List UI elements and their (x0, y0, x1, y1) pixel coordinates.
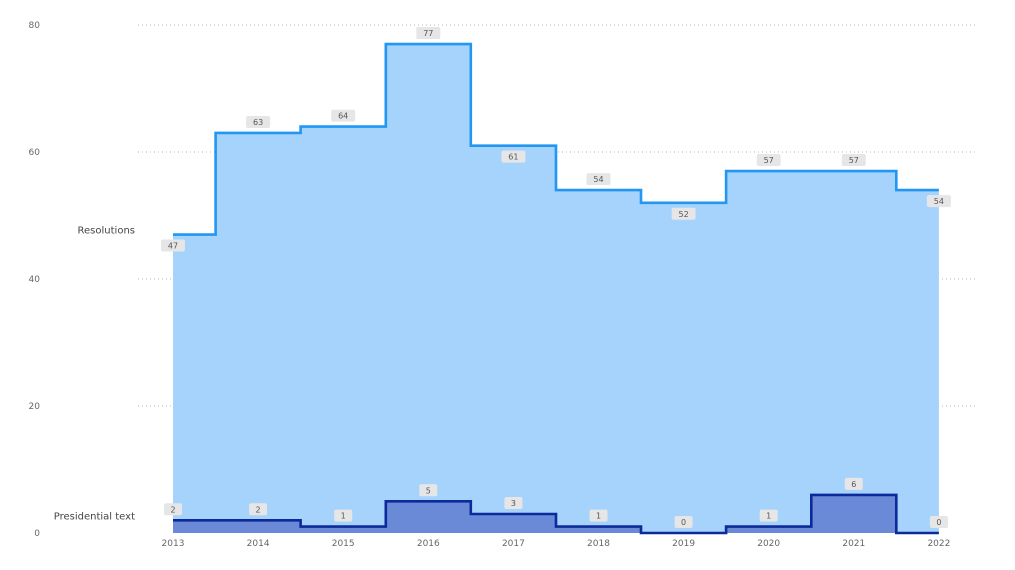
x-tick-label: 2022 (927, 539, 950, 549)
series-labels: Resolutions Presidential text (54, 226, 135, 523)
series-area-0 (173, 44, 939, 533)
series-areas (173, 44, 939, 533)
x-tick-label: 2015 (332, 539, 355, 549)
data-label-bg (671, 207, 696, 220)
data-label: 64 (338, 112, 348, 121)
data-label-bg (246, 115, 271, 128)
data-label: 5 (426, 486, 431, 495)
series-lines (173, 42, 939, 535)
x-axis-ticks: 2013 2014 2015 2016 2017 2018 2019 2020 2021 2022 (162, 539, 951, 549)
series-line-0 (173, 42, 939, 236)
data-label-bg (504, 496, 523, 509)
x-tick-label: 2018 (587, 539, 610, 549)
data-label: 1 (766, 512, 771, 521)
data-label: 0 (681, 518, 686, 527)
data-label-bg (334, 509, 353, 522)
series-name-label: Presidential text (54, 511, 135, 522)
data-label-bg (756, 154, 781, 167)
data-label-bg (249, 503, 268, 516)
data-label: 52 (679, 210, 689, 219)
x-tick-label: 2016 (417, 539, 440, 549)
data-label-bg (589, 509, 608, 522)
x-tick-label: 2021 (842, 539, 865, 549)
series-name-label: Resolutions (78, 226, 135, 237)
y-tick-label: 60 (29, 148, 41, 158)
data-label: 54 (934, 197, 944, 206)
data-label-bg (331, 109, 356, 122)
y-tick-label: 20 (29, 402, 41, 412)
data-label: 63 (253, 118, 263, 127)
data-label-bg (164, 503, 182, 516)
data-labels: 47 63 64 77 61 54 52 57 57 54 2 2 1 5 3 1 0 1 6 0 (161, 27, 951, 528)
data-label-bg (674, 516, 693, 528)
x-tick-label: 2014 (247, 539, 270, 549)
data-label: 2 (256, 505, 261, 514)
data-label-bg (416, 27, 441, 40)
data-label-bg (841, 154, 866, 167)
data-label-bg (161, 239, 185, 252)
data-label-bg (926, 195, 951, 208)
x-tick-label: 2019 (672, 539, 695, 549)
y-tick-label: 0 (34, 529, 40, 539)
data-label: 54 (593, 175, 603, 184)
data-label: 2 (170, 505, 175, 514)
data-label-bg (844, 477, 863, 490)
y-axis-ticks: 0 20 40 60 80 (29, 21, 41, 539)
x-tick-label: 2020 (757, 539, 780, 549)
x-tick-label: 2017 (502, 539, 525, 549)
data-label-bg (501, 150, 526, 163)
y-tick-label: 40 (29, 275, 41, 285)
data-label-bg (419, 484, 438, 497)
data-label-bg (929, 516, 948, 528)
y-tick-label: 80 (29, 21, 41, 31)
series-line-1 (173, 493, 939, 535)
data-label: 3 (511, 499, 516, 508)
data-label: 1 (596, 512, 601, 521)
data-label: 1 (341, 512, 346, 521)
x-tick-label: 2013 (162, 539, 185, 549)
data-label: 77 (423, 29, 433, 38)
data-label: 61 (508, 153, 518, 162)
data-label: 57 (764, 156, 774, 165)
data-label: 47 (168, 242, 178, 251)
data-label-bg (586, 173, 611, 186)
data-label: 57 (849, 156, 859, 165)
data-label: 0 (936, 518, 941, 527)
data-label: 6 (851, 480, 856, 489)
data-label-bg (759, 509, 778, 522)
